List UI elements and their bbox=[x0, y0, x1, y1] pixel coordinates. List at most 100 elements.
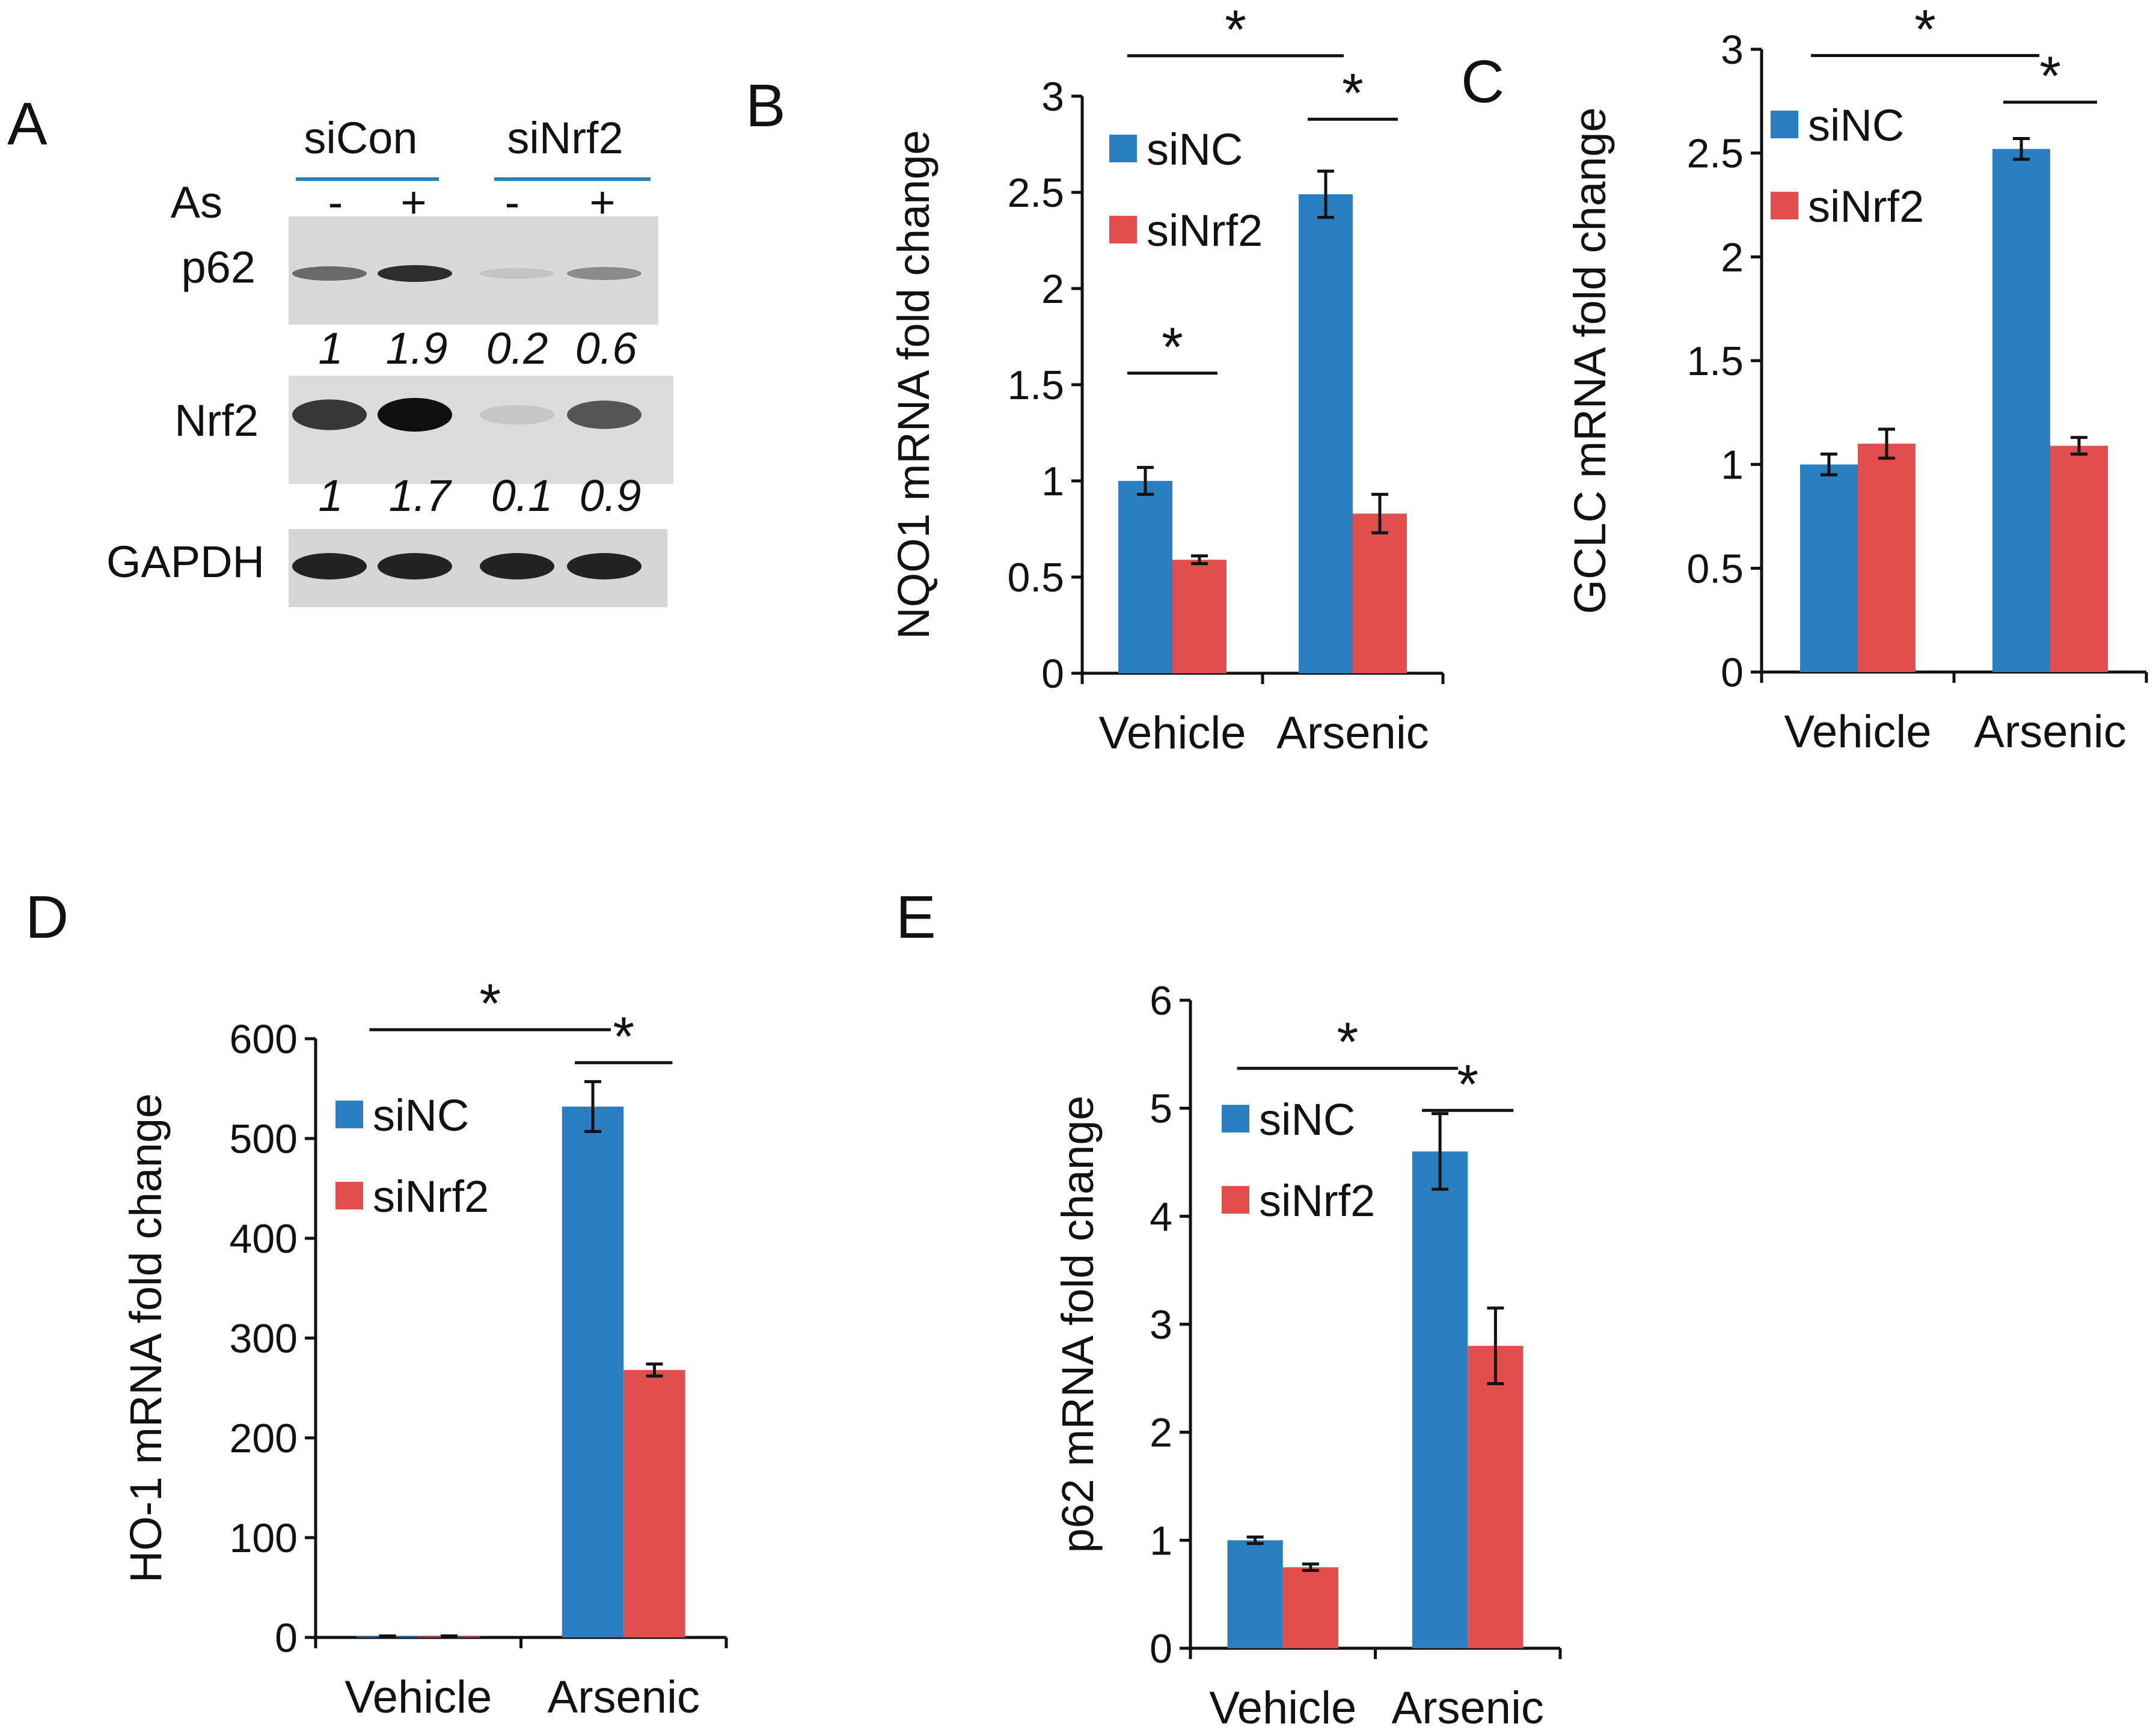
bar-e-sinc-arsenic bbox=[1412, 1151, 1468, 1648]
group-label-sinrf2: siNrf2 bbox=[507, 113, 623, 163]
x-category-label-b: Vehicle bbox=[1098, 708, 1246, 759]
significance-star-b: * bbox=[1225, 0, 1246, 61]
quant-nrf2-1: 1 bbox=[318, 471, 343, 521]
y-tick-label-b: 0.5 bbox=[1007, 555, 1064, 601]
band-nrf2-lane-2 bbox=[378, 398, 452, 432]
significance-star-e: * bbox=[1457, 1054, 1478, 1115]
y-tick-label-e: 6 bbox=[1150, 978, 1172, 1024]
treatment-label: As bbox=[171, 177, 222, 227]
quant-nrf2-4: 0.9 bbox=[580, 471, 642, 521]
band-nrf2-lane-3 bbox=[480, 405, 554, 425]
legend-label-e-sinc: siNC bbox=[1259, 1095, 1355, 1145]
chart-panel-e: 0 1 2 3 4 5 6 Vehicle Arsenic p62 mRNA fold chang… bbox=[1053, 978, 1562, 1730]
legend-label-d-sinrf2: siNrf2 bbox=[373, 1172, 489, 1221]
y-tick-label-c: 0.5 bbox=[1686, 546, 1744, 591]
legend-swatch-e-sinc bbox=[1222, 1105, 1249, 1132]
x-category-label-c: Arsenic bbox=[1974, 706, 2126, 757]
panel-label-c: C bbox=[1461, 48, 1504, 115]
quant-p62-3: 0.2 bbox=[486, 323, 548, 373]
bar-c-sinc-arsenic bbox=[1992, 148, 2050, 672]
y-axis-title-d: HO-1 mRNA fold change bbox=[121, 1093, 171, 1583]
y-tick-label-e: 2 bbox=[1150, 1410, 1172, 1456]
y-tick-label-d: 200 bbox=[230, 1416, 298, 1461]
legend-label-e-sinrf2: siNrf2 bbox=[1259, 1176, 1375, 1226]
x-category-label-c: Vehicle bbox=[1784, 706, 1931, 757]
y-tick-label-d: 400 bbox=[230, 1216, 298, 1262]
bar-b-sinrf2-arsenic bbox=[1353, 513, 1407, 673]
band-gapdh-lane-2 bbox=[378, 553, 452, 579]
quant-p62-1: 1 bbox=[318, 323, 343, 373]
y-tick-label-c: 1.5 bbox=[1686, 338, 1744, 384]
legend-swatch-c-sinc bbox=[1771, 111, 1798, 138]
legend-label-b-sinc: siNC bbox=[1147, 124, 1243, 174]
y-tick-label-d: 500 bbox=[230, 1116, 298, 1162]
legend-swatch-d-sinc bbox=[335, 1101, 363, 1128]
legend-swatch-b-sinrf2 bbox=[1109, 216, 1137, 243]
group-label-sicon: siCon bbox=[304, 113, 417, 163]
bar-c-sinrf2-arsenic bbox=[2050, 445, 2108, 672]
band-p62-lane-1 bbox=[292, 266, 367, 281]
y-tick-label-c: 0 bbox=[1721, 650, 1744, 695]
y-tick-label-b: 0 bbox=[1041, 651, 1064, 697]
y-tick-label-c: 2.5 bbox=[1686, 131, 1744, 177]
band-gapdh-lane-4 bbox=[567, 553, 642, 579]
x-category-label-e: Vehicle bbox=[1209, 1683, 1356, 1730]
quant-p62-2: 1.9 bbox=[386, 323, 448, 373]
y-tick-label-b: 1 bbox=[1041, 459, 1064, 504]
y-axis-title-e: p62 mRNA fold change bbox=[1053, 1095, 1103, 1553]
bar-e-sinrf2-arsenic bbox=[1468, 1345, 1524, 1648]
y-tick-label-b: 3 bbox=[1041, 74, 1064, 120]
panel-label-e: E bbox=[896, 884, 936, 951]
y-tick-label-e: 1 bbox=[1150, 1518, 1172, 1563]
band-label-p62: p62 bbox=[182, 242, 256, 292]
panel-label-d: D bbox=[25, 884, 69, 951]
band-gapdh-lane-3 bbox=[480, 553, 554, 579]
y-tick-label-b: 1.5 bbox=[1007, 362, 1064, 408]
significance-star-c: * bbox=[1914, 0, 1936, 60]
y-tick-label-e: 4 bbox=[1150, 1194, 1172, 1239]
panel-label-b: B bbox=[746, 72, 786, 139]
bar-e-sinc-vehicle bbox=[1227, 1540, 1283, 1648]
blot-strip-nrf2 bbox=[289, 376, 673, 484]
quant-nrf2-2: 1.7 bbox=[389, 471, 453, 521]
legend-label-b-sinrf2: siNrf2 bbox=[1147, 206, 1263, 255]
quant-nrf2-3: 0.1 bbox=[491, 471, 553, 521]
y-tick-label-e: 5 bbox=[1150, 1086, 1172, 1132]
y-tick-label-e: 0 bbox=[1150, 1626, 1172, 1672]
y-tick-label-e: 3 bbox=[1150, 1302, 1172, 1348]
x-category-label-d: Vehicle bbox=[345, 1672, 492, 1723]
significance-star-b: * bbox=[1342, 63, 1364, 124]
x-category-label-e: Arsenic bbox=[1392, 1683, 1544, 1730]
legend-label-d-sinc: siNC bbox=[373, 1090, 469, 1140]
bar-d-sinc-arsenic bbox=[562, 1106, 624, 1637]
y-tick-label-d: 100 bbox=[230, 1515, 298, 1561]
y-tick-label-b: 2.5 bbox=[1007, 170, 1064, 216]
band-nrf2-lane-4 bbox=[567, 400, 642, 429]
band-p62-lane-4 bbox=[567, 267, 642, 280]
y-tick-label-c: 2 bbox=[1721, 234, 1744, 280]
legend-label-c-sinrf2: siNrf2 bbox=[1808, 182, 1924, 231]
x-category-label-b: Arsenic bbox=[1276, 708, 1429, 759]
significance-star-d: * bbox=[613, 1006, 634, 1068]
legend-swatch-d-sinrf2 bbox=[335, 1182, 363, 1209]
chart-panel-c: 0 0.5 1 1.5 2 2.5 3 Vehicle Arsenic GCLC mRNA fol… bbox=[1565, 0, 2148, 757]
quant-p62-4: 0.6 bbox=[575, 323, 638, 373]
band-gapdh-lane-1 bbox=[292, 553, 367, 579]
band-p62-lane-3 bbox=[480, 268, 554, 279]
legend-swatch-b-sinc bbox=[1109, 135, 1137, 162]
bar-b-sinc-arsenic bbox=[1299, 194, 1353, 673]
bar-e-sinrf2-vehicle bbox=[1282, 1567, 1338, 1648]
band-p62-lane-2 bbox=[378, 265, 452, 282]
y-tick-label-d: 600 bbox=[230, 1016, 298, 1062]
y-axis-title-c: GCLC mRNA fold change bbox=[1565, 107, 1615, 614]
band-label-gapdh: GAPDH bbox=[106, 537, 265, 587]
x-category-label-d: Arsenic bbox=[548, 1672, 700, 1723]
bar-b-sinrf2-vehicle bbox=[1172, 560, 1227, 673]
bar-c-sinrf2-vehicle bbox=[1858, 444, 1916, 672]
panel-label-a: A bbox=[7, 90, 47, 157]
significance-star-d: * bbox=[479, 973, 501, 1035]
legend-swatch-e-sinrf2 bbox=[1222, 1186, 1249, 1214]
band-nrf2-lane-1 bbox=[292, 399, 367, 430]
y-tick-label-d: 300 bbox=[230, 1316, 298, 1362]
